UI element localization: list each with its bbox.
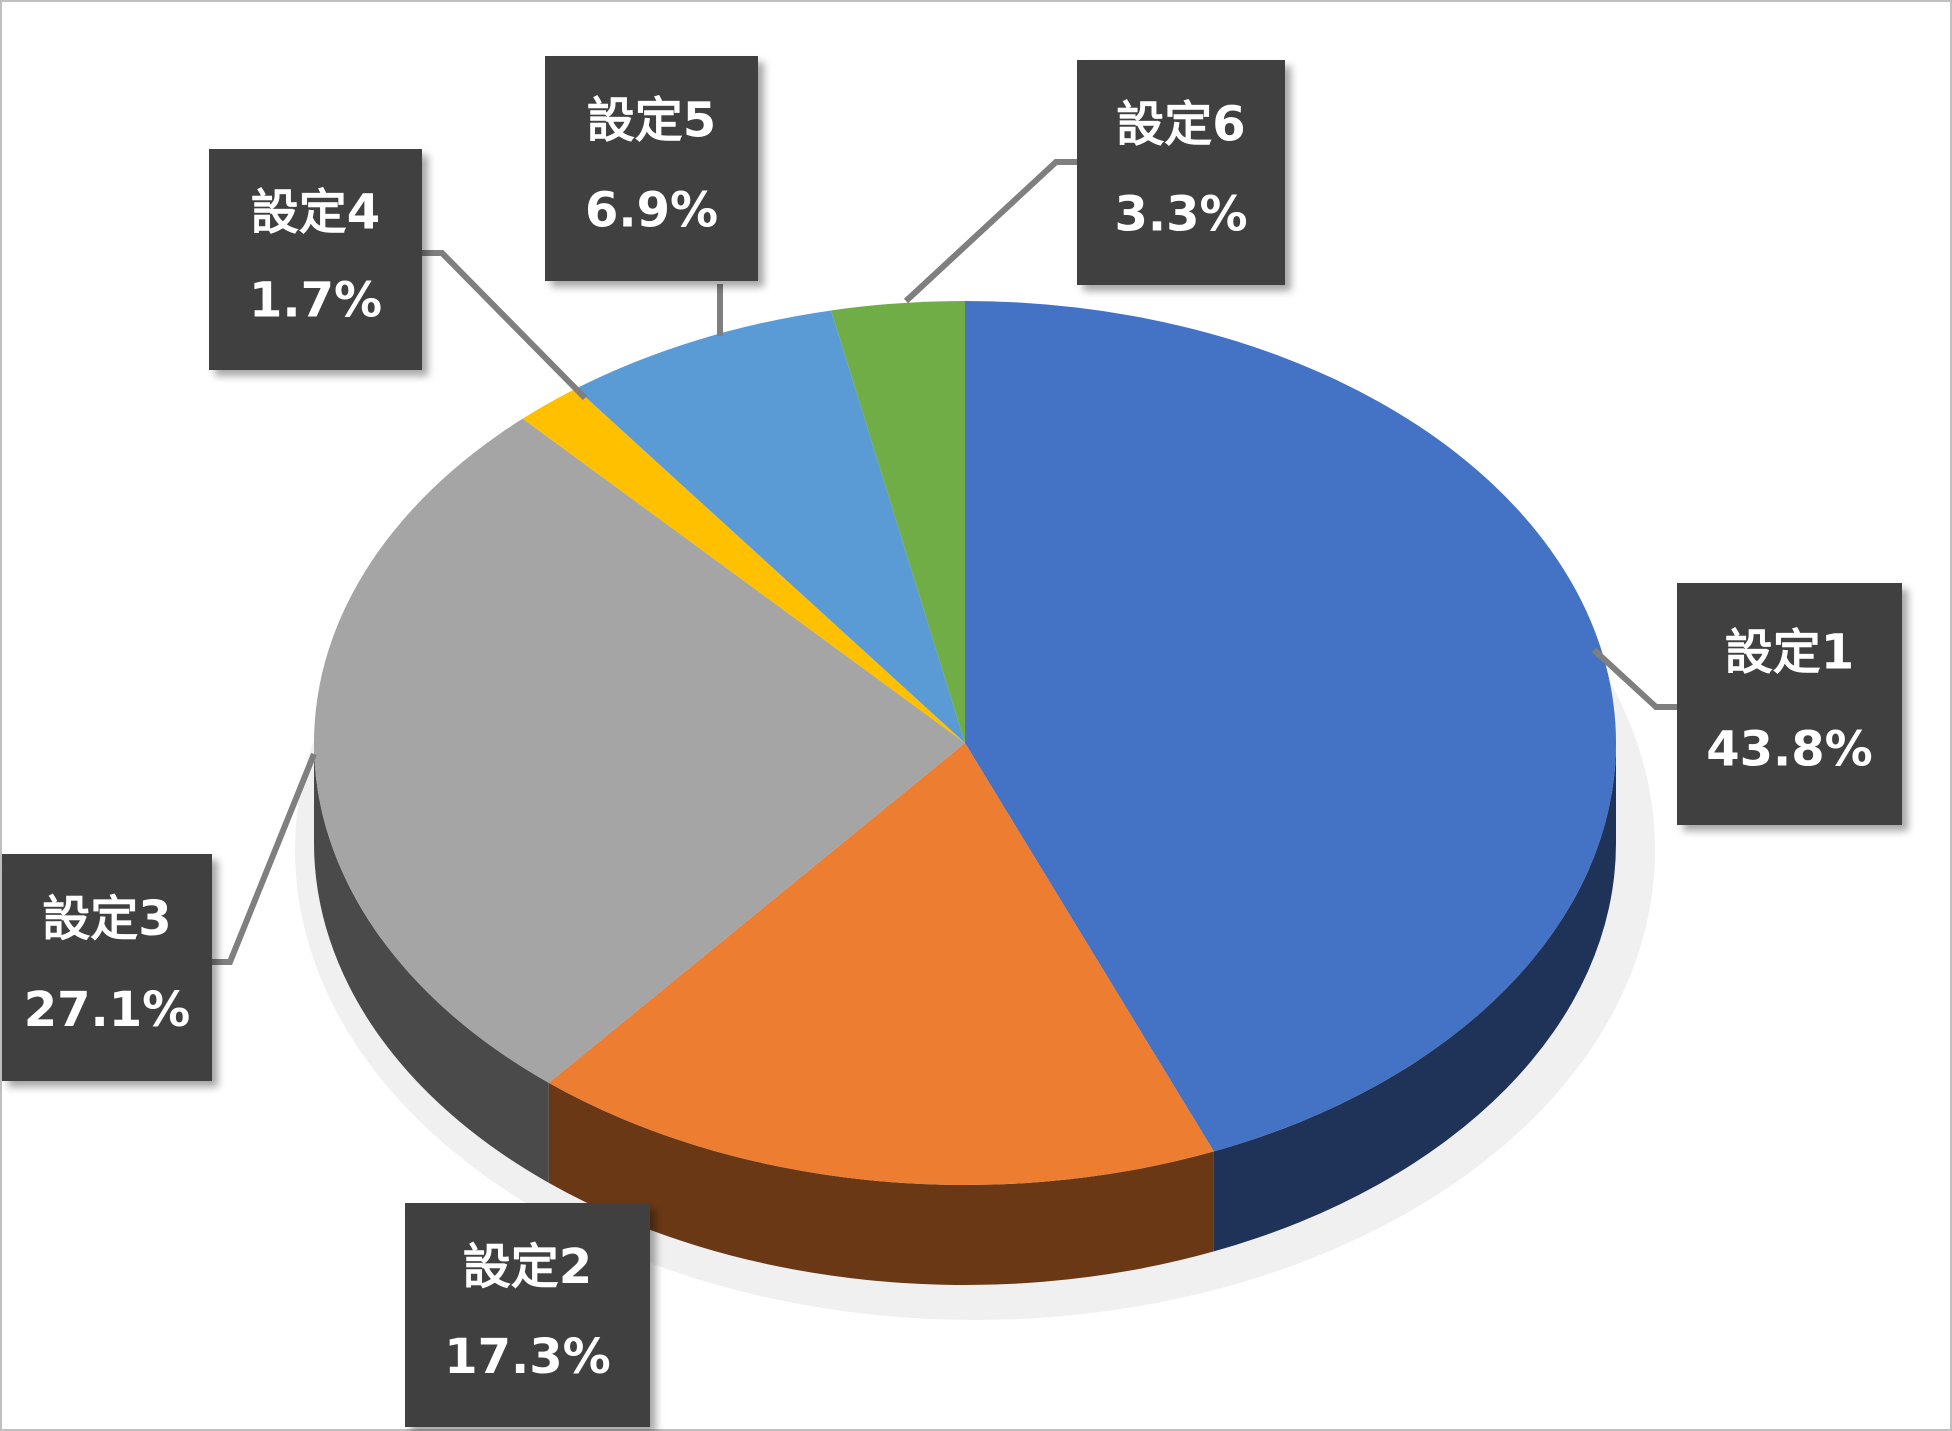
category-label: 設定6 [1116, 97, 1245, 153]
leader-line [212, 752, 317, 965]
data-label-box [2, 854, 212, 1081]
category-label: 設定1 [1725, 625, 1854, 681]
leader-line [422, 250, 588, 401]
value-label: 6.9% [585, 183, 718, 239]
data-label-box [209, 149, 422, 370]
category-label: 設定5 [587, 93, 716, 149]
value-label: 3.3% [1114, 187, 1247, 243]
slice [548, 743, 1214, 1185]
data-label-box [1077, 60, 1285, 285]
slice-side [548, 1082, 1214, 1285]
value-label: 27.1% [24, 982, 191, 1038]
category-label: 設定2 [463, 1239, 592, 1295]
leader-line [903, 159, 1077, 304]
slice-side [314, 743, 549, 1183]
value-label: 1.7% [249, 273, 382, 329]
slice [965, 301, 1616, 1152]
category-label: 設定3 [42, 891, 171, 947]
value-label: 43.8% [1706, 721, 1873, 777]
data-label-box [405, 1203, 650, 1427]
slice [576, 310, 965, 743]
leader-line [1591, 647, 1677, 710]
data-label-box [1677, 583, 1902, 825]
data-label-box [545, 56, 758, 281]
slice [831, 301, 965, 743]
slice [314, 418, 965, 1083]
category-label: 設定4 [251, 184, 380, 240]
value-label: 17.3% [444, 1329, 611, 1385]
slice [522, 388, 965, 743]
slice-side [1213, 743, 1616, 1252]
